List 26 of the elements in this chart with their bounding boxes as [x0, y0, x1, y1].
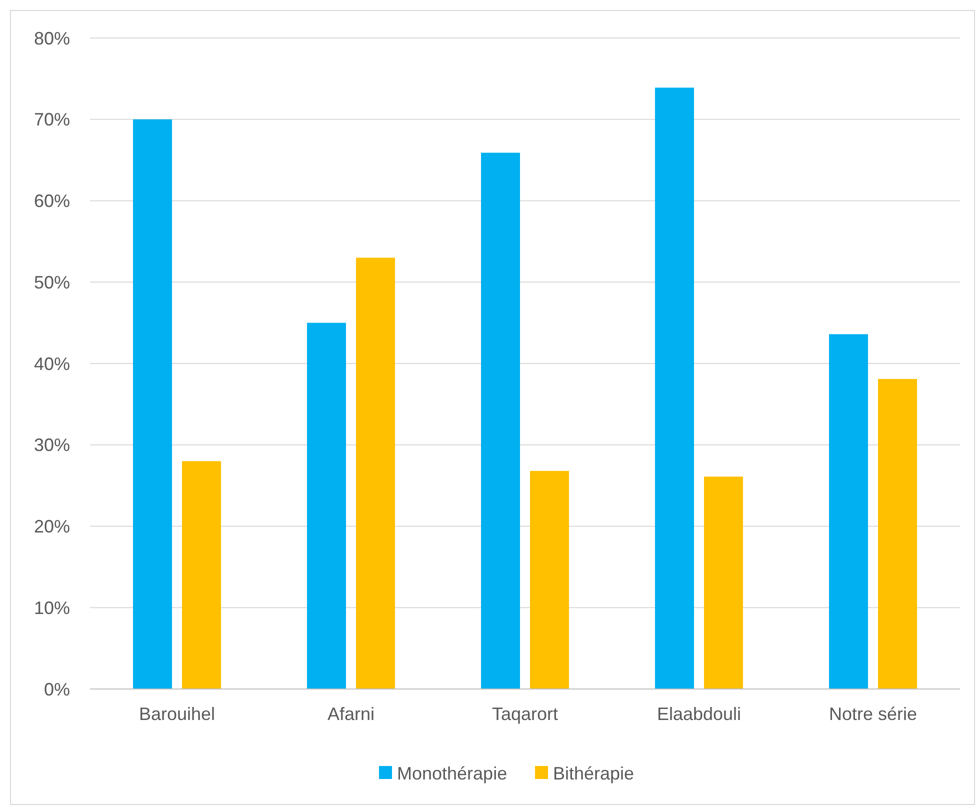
bar [655, 88, 694, 689]
bar [356, 258, 395, 689]
bar [481, 152, 520, 689]
y-tick-label: 0% [44, 679, 70, 700]
x-tick-label: Notre série [828, 704, 918, 724]
y-tick-label: 20% [34, 516, 70, 537]
x-tick-label: Barouihel [138, 704, 216, 724]
y-tick-label: 40% [34, 354, 70, 374]
y-tick-label: 10% [34, 598, 70, 618]
bar [133, 119, 172, 689]
y-tick-label: 70% [34, 110, 70, 130]
y-tick-label: 60% [34, 191, 70, 212]
bar [530, 470, 569, 689]
x-tick-label: Elaabdouli [656, 704, 742, 724]
x-tick-label: Afarni [327, 704, 375, 724]
y-tick-label: 80% [34, 28, 70, 48]
y-tick-label: 30% [34, 435, 70, 456]
bar [878, 378, 917, 689]
bar [704, 476, 743, 689]
legend-label: Bithérapie [553, 763, 634, 784]
bar [829, 334, 868, 689]
legend-label: Monothérapie [397, 763, 508, 784]
y-tick-label: 50% [34, 272, 70, 292]
bar [182, 461, 221, 689]
bar [307, 322, 346, 689]
x-tick-label: Taqarort [492, 704, 558, 724]
